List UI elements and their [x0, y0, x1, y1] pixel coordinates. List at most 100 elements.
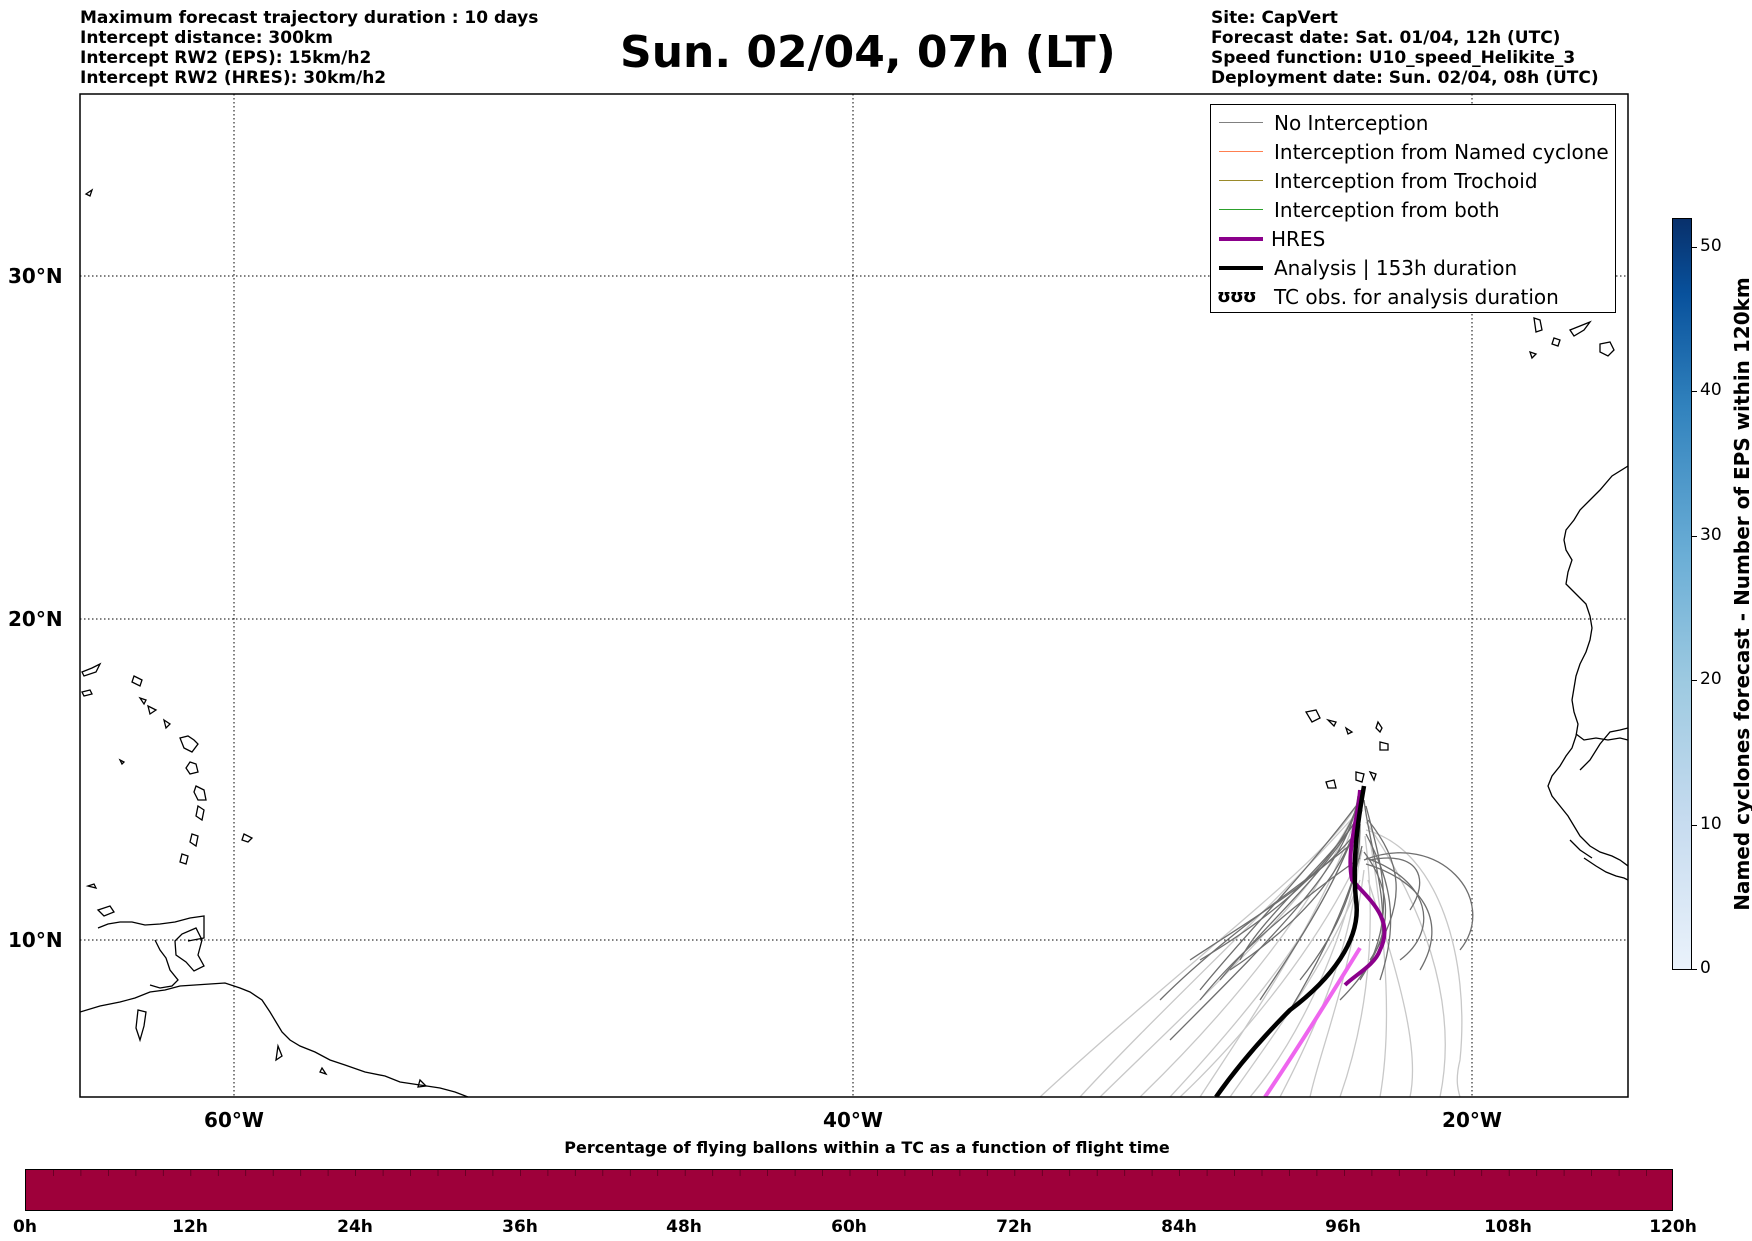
hres-track [1343, 789, 1387, 987]
colorbar-tickmark [1692, 247, 1697, 248]
vertical-colorbar [1672, 218, 1692, 970]
lat-label: 20°N [8, 607, 63, 631]
legend-swatch [1219, 209, 1263, 210]
cape-verde-island [1325, 718, 1337, 728]
lesser-antilles-island [179, 735, 199, 753]
time-tick-label: 48h [666, 1217, 702, 1237]
legend-label: Analysis | 153h duration [1274, 256, 1518, 280]
west-africa-coast-detail [1583, 857, 1628, 881]
analysis-track [1214, 785, 1367, 1097]
legend-swatch [1219, 122, 1263, 123]
coastlines [80, 188, 1628, 1097]
west-africa-coastline [1547, 465, 1628, 867]
legend-swatch [1219, 266, 1263, 270]
lat-label: 10°N [8, 928, 63, 952]
colorbar-tickmark [1692, 536, 1697, 537]
time-tick-label: 12h [172, 1217, 208, 1237]
colorbar-tick-label: 40 [1700, 380, 1722, 400]
legend-label: Interception from both [1274, 198, 1500, 222]
lesser-antilles-island [138, 696, 147, 706]
cape-verde-island [1355, 771, 1365, 783]
lesser-antilles-island [179, 853, 189, 865]
header-left-line: Intercept RW2 (EPS): 15km/h2 [80, 48, 372, 68]
lon-label: 40°W [823, 1108, 883, 1132]
legend-swatch [1219, 180, 1263, 181]
cape-verde-island [1325, 779, 1337, 789]
gridlines [80, 94, 1628, 1097]
canary-island [1599, 341, 1615, 357]
legend-item: Interception from both [1211, 196, 1615, 224]
lesser-antilles-island [189, 833, 199, 848]
time-tick-label: 72h [996, 1217, 1032, 1237]
lesser-antilles-island [162, 718, 172, 730]
time-tick-label: 0h [13, 1217, 37, 1237]
colorbar-tick-label: 20 [1700, 669, 1722, 689]
light-trajectories [1039, 797, 1463, 1097]
lesser-antilles-island [81, 689, 93, 697]
colorbar-label: Named cyclones forecast - Number of EPS … [1730, 277, 1752, 911]
legend-label: Interception from Named cyclone [1274, 140, 1609, 164]
header-right-info: Site: CapVert Forecast date: Sat. 01/04,… [1211, 8, 1599, 88]
map-legend: No Interception Interception from Named … [1210, 104, 1616, 313]
colorbar-segments [53, 1170, 1647, 1176]
header-left-line: Maximum forecast trajectory duration : 1… [80, 8, 539, 28]
colorbar-tick-label: 30 [1700, 525, 1722, 545]
legend-item: Interception from Trochoid [1211, 167, 1615, 195]
header-right-line: Forecast date: Sat. 01/04, 12h (UTC) [1211, 28, 1561, 48]
lesser-antilles-island [85, 883, 98, 889]
legend-item: HRES [1211, 225, 1615, 253]
horizontal-colorbar [25, 1169, 1673, 1211]
colorbar-tickmark [1692, 391, 1697, 392]
legend-label: TC obs. for analysis duration [1274, 285, 1559, 309]
page-title: Sun. 02/04, 07h (LT) [620, 27, 1116, 78]
cape-verde-island [1379, 741, 1389, 751]
legend-item: Interception from Named cyclone [1211, 138, 1615, 166]
legend-item: Analysis | 153h duration [1211, 254, 1615, 282]
header-right-line: Site: CapVert [1211, 8, 1338, 28]
cape-verde-island [1344, 726, 1354, 735]
time-tick-label: 96h [1325, 1217, 1361, 1237]
canary-island [1528, 350, 1538, 360]
lesser-antilles-island [118, 758, 126, 766]
lesser-antilles-island [147, 704, 158, 716]
header-left-line: Intercept RW2 (HRES): 30km/h2 [80, 68, 387, 88]
header-right-line: Speed function: U10_speed_Helikite_3 [1211, 48, 1576, 68]
hres-track-light [1263, 946, 1362, 1097]
time-tick-label: 120h [1649, 1217, 1697, 1237]
time-tick-label: 36h [502, 1217, 538, 1237]
dark-trajectories [1159, 789, 1474, 1041]
colorbar-tick-label: 50 [1700, 236, 1722, 256]
horizontal-colorbar-title: Percentage of flying ballons within a TC… [564, 1138, 1170, 1157]
legend-label: Interception from Trochoid [1274, 169, 1538, 193]
legend-label: HRES [1271, 227, 1326, 251]
west-africa-coast-detail [1575, 733, 1628, 741]
island-coastline [135, 1009, 147, 1043]
lesser-antilles-island [241, 833, 254, 843]
venezuela-coast-detail [149, 939, 179, 989]
west-africa-coast-detail [1579, 727, 1628, 771]
header-right-line: Deployment date: Sun. 02/04, 08h (UTC) [1211, 68, 1599, 88]
lesser-antilles-island [185, 761, 199, 775]
cape-verde-island [1375, 720, 1383, 734]
west-africa-coast-detail [1569, 839, 1593, 859]
lon-label: 20°W [1442, 1108, 1502, 1132]
island-coastline [417, 1078, 428, 1088]
island-coastline [319, 1066, 328, 1076]
legend-swatch [1219, 151, 1263, 152]
canary-island [1569, 320, 1592, 337]
map-frame [79, 93, 1629, 1098]
ensemble-trajectories [1039, 789, 1474, 1097]
time-tick-label: 84h [1161, 1217, 1197, 1237]
colorbar-tick-label: 10 [1700, 814, 1722, 834]
lesser-antilles-island [81, 662, 102, 677]
lesser-antilles-island [193, 785, 207, 801]
south-america-coastline [80, 982, 469, 1097]
lon-label: 60°W [204, 1108, 264, 1132]
lat-label: 30°N [8, 264, 63, 288]
trinidad-tobago-coastline [174, 927, 205, 972]
cape-verde-island [1368, 770, 1377, 782]
legend-label: No Interception [1274, 111, 1429, 135]
island-coastline [275, 1043, 283, 1062]
lesser-antilles-island [96, 905, 115, 917]
cape-verde-island [1304, 709, 1321, 723]
